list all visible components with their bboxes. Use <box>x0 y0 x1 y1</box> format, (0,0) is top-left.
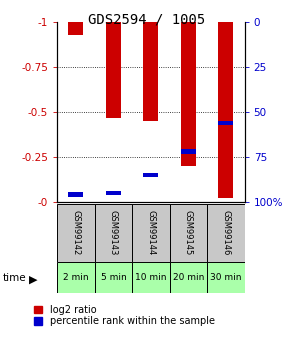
Bar <box>68 22 84 35</box>
Bar <box>218 121 234 125</box>
Bar <box>207 204 245 262</box>
Text: 2 min: 2 min <box>63 273 89 282</box>
Text: time: time <box>3 273 27 283</box>
Bar <box>106 22 121 118</box>
Text: GSM99145: GSM99145 <box>184 210 193 256</box>
Text: GSM99146: GSM99146 <box>222 210 230 256</box>
Bar <box>181 22 196 166</box>
Bar <box>181 149 196 154</box>
Legend: log2 ratio, percentile rank within the sample: log2 ratio, percentile rank within the s… <box>34 305 215 326</box>
Bar <box>95 204 132 262</box>
Text: 30 min: 30 min <box>210 273 242 282</box>
Bar <box>143 22 159 121</box>
Bar <box>57 204 95 262</box>
Bar <box>57 262 95 293</box>
Text: GSM99143: GSM99143 <box>109 210 118 256</box>
Text: GDS2594 / 1005: GDS2594 / 1005 <box>88 12 205 26</box>
Bar <box>132 262 170 293</box>
Bar <box>132 204 170 262</box>
Text: 20 min: 20 min <box>173 273 204 282</box>
Bar <box>170 204 207 262</box>
Bar <box>207 262 245 293</box>
Bar <box>95 262 132 293</box>
Text: 10 min: 10 min <box>135 273 167 282</box>
Text: 5 min: 5 min <box>100 273 126 282</box>
Text: ▶: ▶ <box>29 275 38 284</box>
Text: GSM99142: GSM99142 <box>71 210 80 256</box>
Bar <box>68 193 84 197</box>
Text: GSM99144: GSM99144 <box>146 210 155 256</box>
Bar <box>106 190 121 195</box>
Bar <box>170 262 207 293</box>
Bar <box>218 22 234 198</box>
Bar <box>143 172 159 177</box>
